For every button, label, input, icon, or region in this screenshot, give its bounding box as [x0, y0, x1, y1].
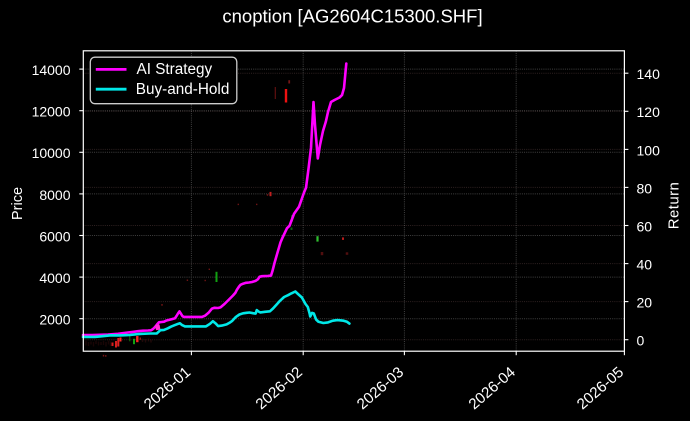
svg-text:140: 140	[637, 66, 661, 82]
svg-text:40: 40	[637, 257, 653, 273]
svg-text:100: 100	[637, 142, 661, 158]
svg-text:4000: 4000	[39, 270, 70, 286]
svg-text:60: 60	[637, 218, 653, 234]
svg-text:6000: 6000	[39, 228, 70, 244]
svg-text:0: 0	[637, 333, 645, 349]
svg-text:Price: Price	[10, 187, 26, 220]
svg-text:14000: 14000	[32, 62, 71, 78]
svg-text:10000: 10000	[32, 145, 71, 161]
svg-text:80: 80	[637, 180, 653, 196]
svg-text:120: 120	[637, 104, 661, 120]
svg-text:cnoption [AG2604C15300.SHF]: cnoption [AG2604C15300.SHF]	[222, 5, 482, 26]
svg-text:20: 20	[637, 295, 653, 311]
svg-text:12000: 12000	[32, 104, 71, 120]
svg-text:Buy-and-Hold: Buy-and-Hold	[136, 81, 230, 98]
svg-text:Return: Return	[666, 182, 683, 229]
svg-text:2000: 2000	[39, 312, 70, 328]
svg-text:AI Strategy: AI Strategy	[137, 61, 213, 78]
svg-text:8000: 8000	[39, 187, 70, 203]
